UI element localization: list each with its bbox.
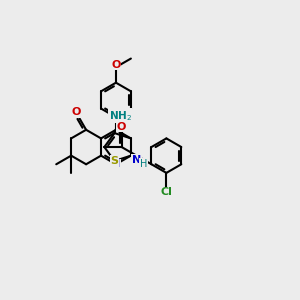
Text: O: O	[111, 60, 121, 70]
Text: H: H	[140, 159, 147, 169]
Text: O: O	[117, 122, 126, 132]
Text: O: O	[71, 107, 81, 118]
Text: N: N	[111, 159, 121, 169]
Text: N: N	[132, 154, 141, 164]
Text: NH$_2$: NH$_2$	[109, 109, 132, 123]
Text: S: S	[110, 156, 118, 166]
Text: Cl: Cl	[160, 187, 172, 197]
